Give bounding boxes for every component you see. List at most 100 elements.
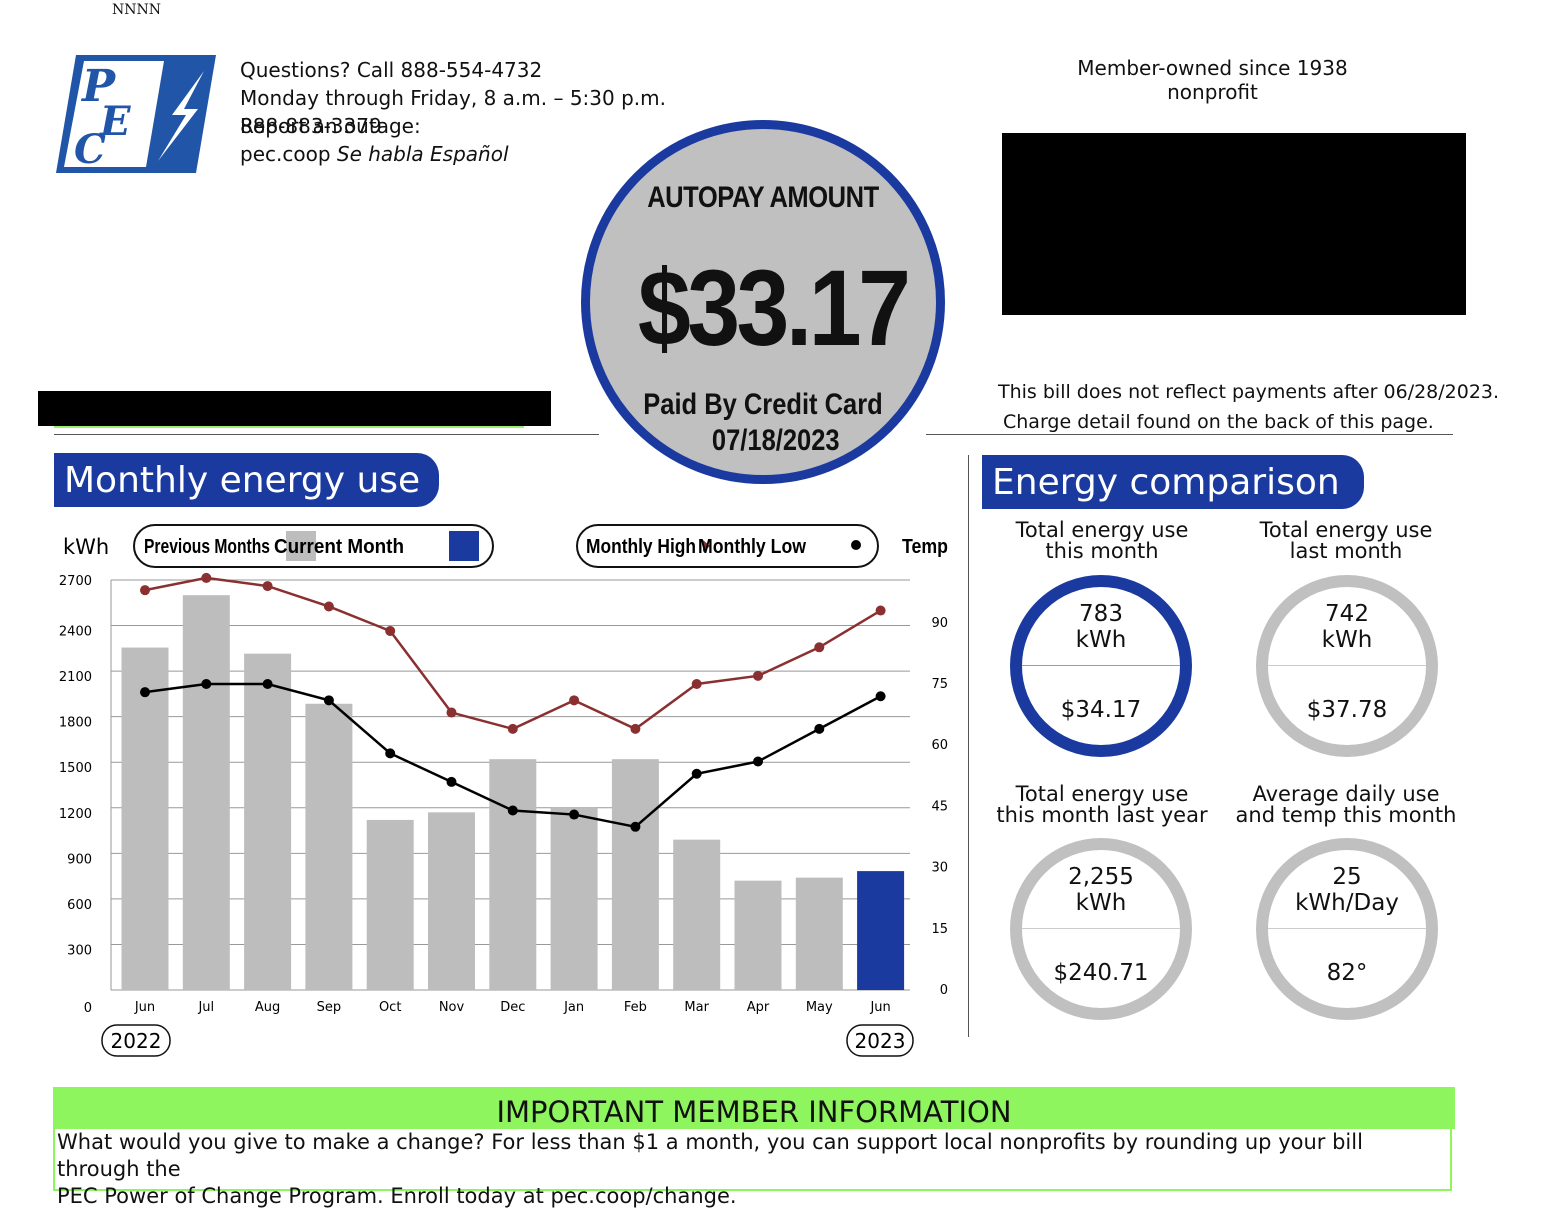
pec-logo: P E C: [56, 55, 216, 173]
bar-sep: [305, 703, 353, 990]
temp-point: [875, 605, 886, 616]
year-start-pill: [101, 1024, 171, 1057]
comparison-title-line: this month last year: [996, 803, 1208, 827]
kwh-axis-label: kWh: [63, 535, 109, 559]
temp-point: [875, 691, 886, 702]
y-tick-label: 1800: [59, 716, 92, 731]
comparison-title-4: Average daily use and temp this month: [1226, 784, 1466, 826]
x-tick-label: Jul: [197, 1000, 214, 1015]
member-line-1: Member-owned since 1938: [1077, 56, 1348, 80]
year-start-label: 2022: [111, 1029, 162, 1053]
bar-feb: [611, 759, 659, 990]
bar-jan: [550, 807, 598, 990]
redacted-address: [1002, 133, 1466, 315]
x-tick-label: Sep: [317, 1000, 342, 1015]
temp-point: [753, 670, 763, 681]
y2-tick-label: 60: [931, 738, 948, 753]
temp-point: [323, 601, 334, 612]
chart-bars: [121, 595, 905, 990]
temp-point: [140, 687, 150, 698]
ring-value: 2,255 kWh: [1022, 864, 1180, 916]
y-tick-label: 2100: [59, 670, 92, 685]
comparison-title-line: Total energy use: [1015, 518, 1189, 542]
bar-mar: [673, 839, 721, 990]
temp-point: [691, 679, 702, 689]
temp-point: [262, 679, 273, 689]
ring-value-number: 742: [1325, 601, 1369, 627]
temp-point: [140, 585, 150, 596]
temp-point: [814, 642, 825, 653]
temp-axis-label: Temp: [902, 536, 948, 558]
y-tick-label: 2400: [59, 625, 92, 640]
comparison-ring-3: 2,255 kWh $240.71: [1010, 838, 1192, 1020]
x-tick-label: Jun: [869, 1000, 890, 1015]
comparison-ring-2: 742 kWh $37.78: [1256, 575, 1438, 757]
legend-high-label: Monthly High: [586, 536, 696, 558]
ring-value-number: 2,255: [1068, 864, 1134, 890]
outage-label: Report an outage:: [240, 114, 421, 138]
y2-tick-label: 75: [931, 677, 948, 692]
divider-right: [926, 434, 1453, 435]
legend-low-marker: [851, 540, 861, 550]
comparison-title-1: Total energy use this month: [982, 520, 1222, 562]
autopay-amount: $33.17: [637, 247, 911, 368]
comparison-ring-4: 25 kWh/Day 82°: [1256, 838, 1438, 1020]
autopay-label: AUTOPAY AMOUNT: [647, 181, 879, 214]
temp-point: [507, 805, 518, 816]
chart-lines: [140, 572, 886, 832]
member-owned-note: Member-owned since 1938 nonprofit: [1040, 56, 1385, 104]
questions-line: Questions? Call 888-554-4732: [240, 58, 543, 82]
outage-phone: 888-883-3379: [240, 114, 382, 138]
temp-point: [201, 679, 212, 689]
legend-high-marker: [703, 540, 710, 552]
temp-point: [569, 809, 580, 820]
legend-low-label: Monthly Low: [698, 536, 806, 558]
temp-point: [385, 748, 396, 759]
bar-jul: [182, 595, 230, 990]
ring-value: 783 kWh: [1022, 601, 1180, 653]
paid-date: 07/18/2023: [711, 424, 840, 457]
ring-secondary: $240.71: [1053, 960, 1149, 986]
ring-secondary: 82°: [1326, 960, 1368, 986]
x-tick-label: Aug: [255, 1000, 280, 1015]
bar-may: [795, 877, 843, 990]
temp-point: [630, 723, 641, 734]
x-tick-label: Jan: [563, 1000, 584, 1015]
monthly-energy-chart: 2700240021001800150012009006003000907560…: [59, 524, 948, 1057]
bar-oct: [366, 819, 414, 990]
section-divider: [968, 455, 969, 1037]
y2-tick-label: 90: [931, 616, 948, 631]
y-tick-label: 1200: [59, 807, 92, 822]
x-tick-label: May: [806, 1000, 833, 1015]
ring-divider: [1022, 928, 1180, 929]
website-link[interactable]: pec.coop: [240, 142, 331, 166]
ring-value-number: 783: [1079, 601, 1123, 627]
x-tick-label: Nov: [439, 1000, 465, 1015]
bar-aug: [244, 653, 292, 990]
legend-prev-swatch: [286, 531, 316, 561]
hours-line: Monday through Friday, 8 a.m. – 5:30 p.m…: [240, 86, 666, 110]
comparison-title-line: Average daily use: [1252, 782, 1440, 806]
ring-value: 742 kWh: [1268, 601, 1426, 653]
y-tick-label: 900: [67, 852, 92, 867]
autopay-paid: Paid By Credit Card 07/18/2023: [616, 387, 910, 459]
ring-divider: [1268, 928, 1426, 929]
divider-left: [54, 434, 599, 435]
ring-value-unit: kWh/Day: [1295, 890, 1399, 916]
info-heading: IMPORTANT MEMBER INFORMATION: [53, 1087, 1455, 1129]
autopay-badge: AUTOPAY AMOUNT $33.17 Paid By Credit Car…: [581, 120, 945, 484]
y2-tick-label: 0: [940, 983, 948, 998]
contact-block: Questions? Call 888-554-4732 Monday thro…: [240, 56, 666, 168]
temp-point: [630, 821, 641, 832]
member-line-2: nonprofit: [1167, 80, 1258, 104]
ring-divider: [1022, 665, 1180, 666]
paid-by-text: Paid By Credit Card: [643, 388, 883, 421]
bar-apr: [734, 880, 782, 990]
ring-value-unit: kWh: [1075, 890, 1127, 916]
year-end-label: 2023: [855, 1029, 906, 1053]
bar-dec: [489, 759, 537, 990]
x-tick-label: Apr: [747, 1000, 770, 1015]
x-tick-label: Jun: [134, 1000, 155, 1015]
charge-detail-note: Charge detail found on the back of this …: [1003, 411, 1434, 433]
comparison-title-3: Total energy use this month last year: [982, 784, 1222, 826]
